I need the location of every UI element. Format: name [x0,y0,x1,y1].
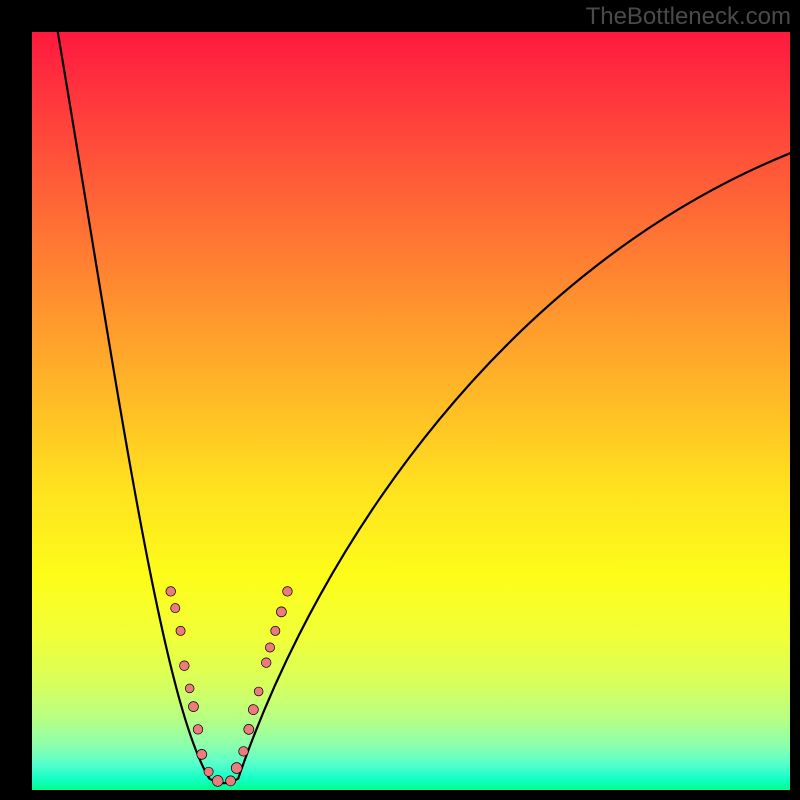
data-marker [283,587,293,597]
data-marker [171,603,180,612]
data-marker [239,747,249,757]
data-marker [180,661,190,671]
data-marker [254,687,263,696]
data-marker [276,607,286,617]
stage: TheBottleneck.com [0,0,800,800]
data-marker [193,725,203,735]
bottleneck-curve [58,32,790,783]
data-marker [197,749,207,759]
data-marker [271,626,280,635]
data-marker [185,684,194,693]
data-marker [248,705,258,715]
plot-area [32,32,790,790]
data-marker [188,702,198,712]
data-marker [176,626,185,635]
plot-svg [32,32,790,790]
data-marker [244,724,254,734]
data-marker [226,776,236,786]
data-marker [204,767,213,776]
data-marker [261,658,271,668]
data-marker [231,763,242,774]
data-marker [265,643,274,652]
data-marker [166,587,176,597]
data-marker [212,776,223,787]
watermark-text: TheBottleneck.com [586,3,791,31]
